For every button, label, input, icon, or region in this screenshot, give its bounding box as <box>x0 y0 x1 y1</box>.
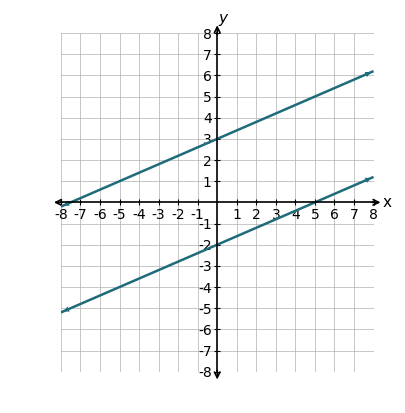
Text: y: y <box>218 11 227 26</box>
Text: x: x <box>382 195 391 210</box>
